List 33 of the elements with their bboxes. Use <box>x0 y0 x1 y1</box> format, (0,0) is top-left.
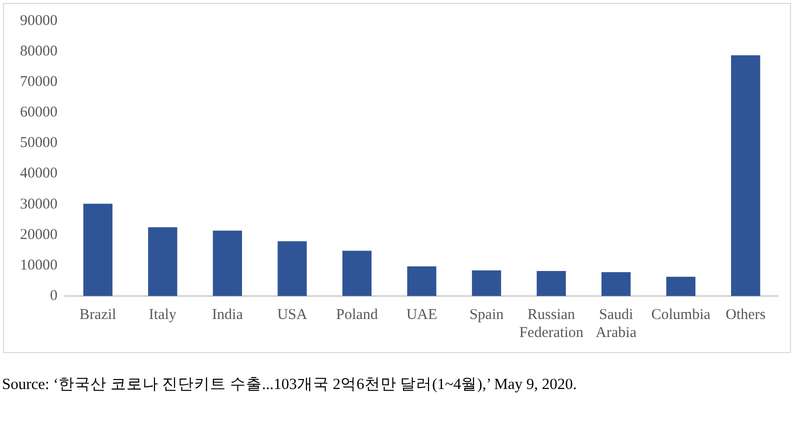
x-tick-label: Others <box>726 306 766 323</box>
y-tick-label: 60000 <box>20 104 58 121</box>
y-tick-label: 80000 <box>20 43 58 60</box>
x-tick-label: India <box>212 306 244 323</box>
y-tick-label: 40000 <box>20 166 58 182</box>
bar <box>83 204 112 296</box>
y-tick-label: 50000 <box>20 135 58 152</box>
y-tick-label: 30000 <box>20 196 58 212</box>
y-tick-label: 0 <box>50 288 58 304</box>
y-tick-label: 10000 <box>20 257 58 274</box>
bar <box>407 266 436 296</box>
x-tick-label: Saudi Arabia <box>596 306 637 341</box>
bar <box>212 230 242 296</box>
bar <box>536 270 566 296</box>
bar <box>342 250 372 296</box>
bar <box>472 270 502 296</box>
bar <box>666 276 696 296</box>
y-tick-label: 20000 <box>20 226 58 243</box>
x-tick-label: Poland <box>336 306 378 323</box>
x-tick-label: Brazil <box>80 306 116 323</box>
source-note: Source: ‘한국산 코로나 진단키트 수출...103개국 2억6천만 달러(1~4월),’ May 9, 2020. <box>2 375 578 395</box>
bar <box>148 227 178 296</box>
y-tick-label: 70000 <box>20 74 58 90</box>
bar <box>601 272 631 296</box>
x-tick-label: Italy <box>148 306 177 323</box>
x-tick-label: Columbia <box>651 306 711 323</box>
x-tick-label: UAE <box>406 306 438 323</box>
x-tick-label: Russian Federation <box>519 306 584 341</box>
x-tick-label: Spain <box>469 306 504 323</box>
y-tick-label: 90000 <box>20 12 58 29</box>
x-tick-label: USA <box>277 306 308 323</box>
bar <box>278 241 307 296</box>
bar <box>731 55 760 296</box>
